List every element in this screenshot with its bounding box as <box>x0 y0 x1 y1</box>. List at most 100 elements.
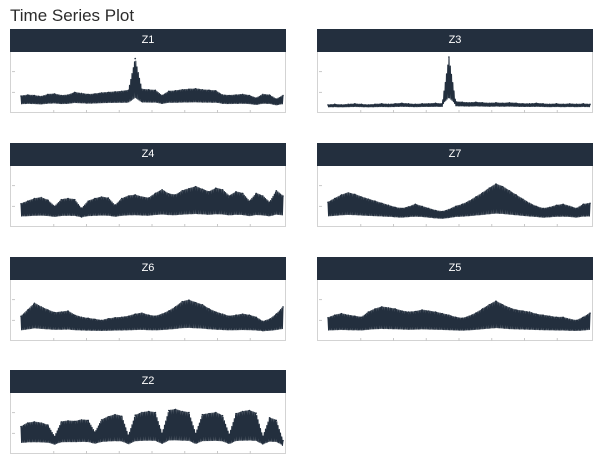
data-point <box>448 314 450 316</box>
data-point <box>161 94 163 97</box>
panel-z5: Z5 <box>317 257 593 341</box>
data-point <box>589 103 591 106</box>
data-point <box>208 308 210 310</box>
data-point <box>26 422 29 424</box>
data-point <box>360 103 363 106</box>
data-point <box>461 317 464 320</box>
panel-z7: Z7 <box>317 143 593 227</box>
data-point <box>575 103 578 106</box>
data-point <box>181 300 184 303</box>
data-point <box>134 414 137 416</box>
data-point <box>127 315 130 318</box>
data-point <box>421 205 423 208</box>
data-point <box>495 300 497 302</box>
data-point <box>94 93 96 95</box>
data-point <box>481 308 484 310</box>
series-line <box>20 60 284 106</box>
data-point <box>127 434 130 437</box>
data-point <box>53 435 56 438</box>
data-point <box>275 313 278 315</box>
data-point <box>167 90 170 93</box>
data-point <box>80 419 83 421</box>
data-point <box>248 94 251 97</box>
data-point <box>268 201 271 204</box>
panel-strip-label: Z4 <box>10 143 286 166</box>
data-point <box>354 193 356 196</box>
data-point <box>340 104 343 106</box>
line-chart <box>319 299 591 341</box>
data-point <box>154 411 157 414</box>
data-point <box>167 310 170 312</box>
data-point <box>73 420 76 423</box>
data-point <box>47 93 49 96</box>
data-point <box>67 310 69 312</box>
data-point <box>114 413 116 416</box>
data-point <box>427 207 430 210</box>
data-point <box>495 183 497 185</box>
data-point <box>40 422 42 424</box>
data-point <box>161 313 163 315</box>
data-point <box>107 197 110 199</box>
data-point <box>20 315 22 318</box>
data-point <box>441 210 444 213</box>
data-point <box>100 92 103 94</box>
series-line <box>20 299 284 332</box>
data-point <box>120 90 123 93</box>
data-point <box>60 198 63 201</box>
data-point <box>508 190 511 192</box>
data-point <box>107 91 110 94</box>
panel-strip-label: Z7 <box>317 143 593 166</box>
data-point <box>53 311 56 314</box>
data-point <box>235 191 237 193</box>
data-point <box>127 195 130 197</box>
data-point <box>589 202 591 205</box>
panel-z4: Z4 <box>10 143 286 227</box>
plot-area <box>10 52 286 113</box>
data-point <box>407 311 410 313</box>
data-point <box>360 316 363 319</box>
data-point <box>33 94 36 97</box>
data-point <box>327 317 329 319</box>
data-point <box>555 204 558 207</box>
data-point <box>248 200 251 202</box>
data-point <box>448 56 450 58</box>
data-point <box>474 196 477 198</box>
data-point <box>535 102 538 105</box>
data-point <box>474 101 477 104</box>
data-point <box>333 314 336 316</box>
series-line <box>20 408 284 446</box>
data-point <box>188 299 190 301</box>
data-point <box>268 94 271 96</box>
data-point <box>427 310 430 312</box>
data-point <box>468 102 470 104</box>
data-point <box>535 313 538 315</box>
panel-strip-label: Z3 <box>317 29 593 52</box>
data-point <box>107 318 110 320</box>
data-point <box>248 409 251 412</box>
data-point <box>340 194 343 196</box>
data-point <box>174 408 177 411</box>
data-point <box>255 97 257 99</box>
data-point <box>528 103 531 105</box>
data-point <box>147 314 150 316</box>
data-point <box>154 315 157 318</box>
data-point <box>26 94 29 96</box>
data-point <box>268 417 271 419</box>
data-point <box>208 412 210 415</box>
data-point <box>542 103 544 105</box>
data-point <box>528 202 531 205</box>
data-point <box>174 306 177 308</box>
data-point <box>228 94 231 97</box>
data-point <box>188 411 190 414</box>
data-point <box>414 310 417 313</box>
data-point <box>255 192 257 195</box>
data-point <box>548 103 551 106</box>
plot-area <box>10 280 286 341</box>
data-point <box>235 94 237 96</box>
data-point <box>33 421 36 423</box>
data-point <box>461 203 464 206</box>
data-point <box>488 187 491 189</box>
plot-area <box>10 393 286 454</box>
data-point <box>235 314 237 316</box>
data-point <box>401 310 403 312</box>
